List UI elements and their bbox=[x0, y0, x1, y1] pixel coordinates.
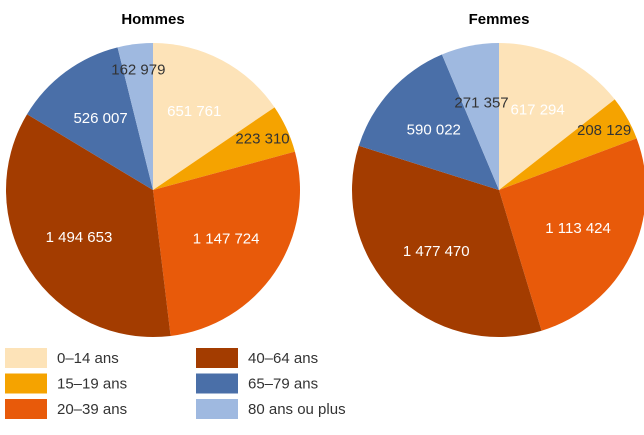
pie-slice: 15–19 ans bbox=[153, 107, 295, 190]
value-label: 651 761 bbox=[167, 103, 221, 120]
chart-title: Hommes bbox=[121, 11, 184, 28]
value-label: 162 979 bbox=[111, 61, 165, 78]
legend-label: 20–39 ans bbox=[57, 401, 127, 418]
pie-slice: 80 ans ou plus bbox=[117, 43, 153, 190]
value-label: 1 113 424 bbox=[545, 220, 611, 237]
legend-label: 15–19 ans bbox=[57, 375, 127, 392]
pie-slice: 40–64 ans bbox=[352, 145, 542, 337]
value-label: 590 022 bbox=[407, 122, 461, 139]
legend-label: 40–64 ans bbox=[248, 350, 318, 367]
pie-slice: 65–79 ans bbox=[358, 54, 499, 191]
value-label: 617 294 bbox=[511, 102, 565, 119]
legend-swatch bbox=[196, 373, 238, 394]
pie-slice: 65–79 ans bbox=[27, 47, 153, 190]
legend-label: 80 ans ou plus bbox=[248, 401, 346, 418]
pie-slice: 80 ans ou plus bbox=[441, 43, 499, 190]
pie-slice: 0–14 ans bbox=[153, 43, 275, 190]
pie-slice: 20–39 ans bbox=[499, 138, 644, 331]
value-label: 1 494 653 bbox=[46, 229, 113, 246]
legend-label: 0–14 ans bbox=[57, 350, 119, 367]
legend-swatch bbox=[5, 373, 47, 394]
legend-swatch bbox=[196, 399, 238, 419]
pie-slice: 0–14 ans bbox=[499, 43, 615, 190]
value-label: 526 007 bbox=[73, 110, 127, 127]
value-label: 1 477 470 bbox=[403, 243, 470, 260]
pie-slice: 40–64 ans bbox=[5, 114, 171, 337]
value-label: 271 357 bbox=[454, 95, 508, 112]
value-label: 1 147 724 bbox=[193, 230, 260, 247]
chart-title: Femmes bbox=[469, 11, 530, 28]
pie-slice: 15–19 ans bbox=[499, 99, 637, 190]
value-label: 208 129 bbox=[577, 122, 631, 139]
legend-swatch bbox=[5, 348, 47, 368]
legend-swatch bbox=[196, 348, 238, 368]
pie-slice: 20–39 ans bbox=[153, 151, 300, 336]
value-label: 223 310 bbox=[235, 131, 289, 148]
legend-label: 65–79 ans bbox=[248, 375, 318, 392]
legend-swatch bbox=[5, 399, 47, 419]
